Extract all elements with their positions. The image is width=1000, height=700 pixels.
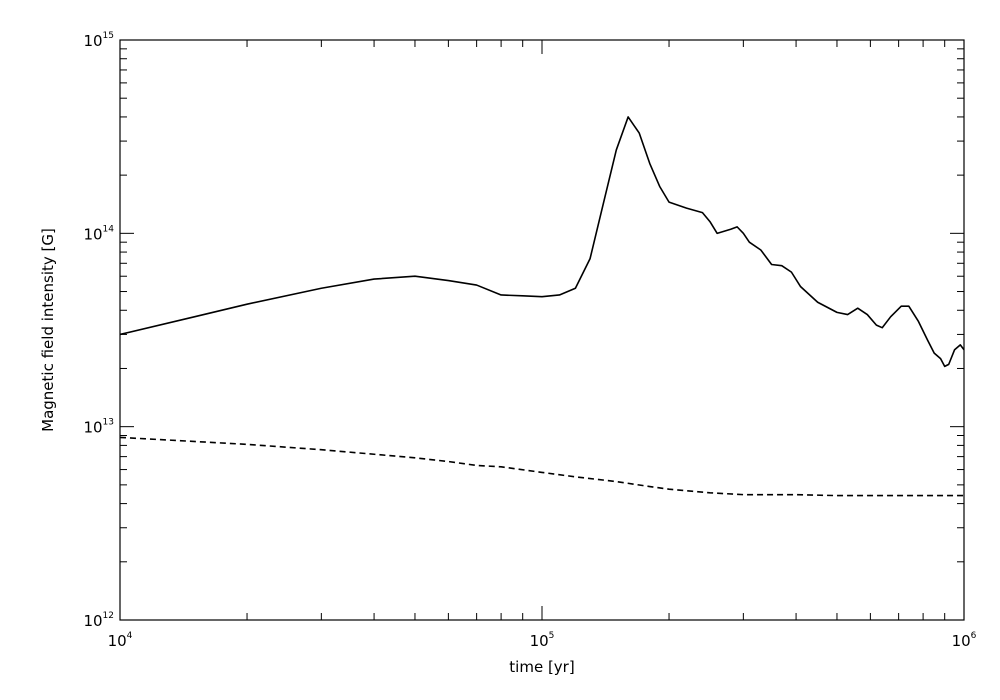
x-tick-label: 106 <box>952 631 977 650</box>
x-axis-title: time [yr] <box>509 658 574 676</box>
y-tick-label: 1014 <box>83 224 114 243</box>
y-tick-label: 1015 <box>83 31 114 50</box>
y-tick-labels: 1012 1013 1014 1015 <box>83 31 114 630</box>
series-layer <box>119 116 965 497</box>
x-tick-label: 104 <box>108 631 133 650</box>
y-axis-title: Magnetic field intensity [G] <box>39 228 57 432</box>
major-ticks <box>119 39 965 621</box>
y-tick-label: 1013 <box>83 418 114 437</box>
plot-frame <box>119 39 965 621</box>
x-tick-label: 105 <box>530 631 555 650</box>
x-tick-labels: 104 105 106 <box>108 631 977 650</box>
series-line-solid <box>119 116 965 368</box>
y-tick-label: 1012 <box>83 611 114 630</box>
minor-ticks <box>120 40 964 620</box>
series-line-dashed <box>119 436 964 497</box>
